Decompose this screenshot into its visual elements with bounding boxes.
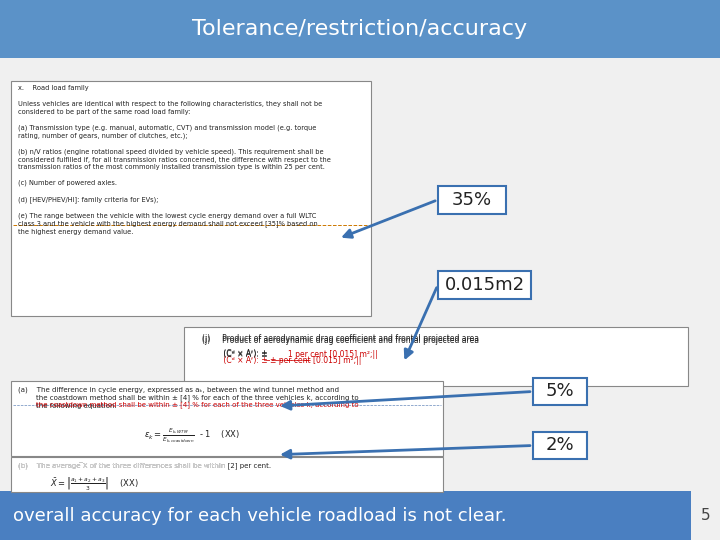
Text: x.    Road load family

Unless vehicles are identical with respect to the follow: x. Road load family Unless vehicles are … (18, 85, 331, 235)
Text: 35%: 35% (452, 191, 492, 209)
FancyBboxPatch shape (438, 186, 506, 214)
Text: $\bar{X} = \left|\frac{a_1 + a_2 + a_3}{3}\right|$    (XX): $\bar{X} = \left|\frac{a_1 + a_2 + a_3}{… (50, 475, 139, 492)
Text: (j)     Product of aerodynamic drag coefficient and frontal projected area: (j) Product of aerodynamic drag coeffici… (202, 334, 479, 343)
Text: 2%: 2% (546, 436, 574, 455)
Text: (b)    The average ̅X of the three differences shall be within: (b) The average ̅X of the three differen… (18, 463, 228, 470)
Text: (Cᵈ × Aᶠ): ± ̶±̶ ̶p̶e̶r̶ ̶c̶e̶n̶t̶ [0.015] m²;||: (Cᵈ × Aᶠ): ± ̶±̶ ̶p̶e̶r̶ ̶c̶e̶n̶t̶ [0.01… (202, 356, 361, 365)
Text: (j)     Product of aerodynamic drag coefficient and frontal projected area
     : (j) Product of aerodynamic drag coeffici… (202, 336, 479, 358)
Text: the coastdown method shall be within ± [4] % for each of the three vehicles k, a: the coastdown method shall be within ± [… (18, 401, 359, 408)
FancyBboxPatch shape (11, 457, 443, 492)
Text: 1 per cent [0.015] m²;||: 1 per cent [0.015] m²;|| (288, 350, 378, 360)
Text: (a)    The difference in cycle energy, expressed as aₖ, between the wind tunnel : (a) The difference in cycle energy, expr… (18, 386, 359, 409)
FancyBboxPatch shape (184, 327, 688, 386)
FancyBboxPatch shape (533, 378, 587, 405)
Text: 5: 5 (701, 508, 711, 523)
FancyBboxPatch shape (438, 271, 531, 299)
FancyBboxPatch shape (11, 81, 371, 316)
FancyBboxPatch shape (0, 491, 691, 540)
FancyBboxPatch shape (11, 381, 443, 456)
Text: Tolerance/restriction/accuracy: Tolerance/restriction/accuracy (192, 19, 528, 39)
Text: (Cᵈ × Aᶠ): ±: (Cᵈ × Aᶠ): ± (202, 350, 269, 360)
Text: 0.015m2: 0.015m2 (444, 276, 525, 294)
FancyBboxPatch shape (0, 0, 720, 58)
Text: overall accuracy for each vehicle roadload is not clear.: overall accuracy for each vehicle roadlo… (13, 507, 507, 525)
Text: (b)    The average ̅X of the three differences shall be within [2] per cent.: (b) The average ̅X of the three differen… (18, 463, 271, 470)
FancyBboxPatch shape (533, 432, 587, 459)
Text: 5%: 5% (546, 382, 574, 401)
Text: $\varepsilon_k = \frac{E_{k,WTM}}{E_{k,coastdown}}$  - 1    (XX): $\varepsilon_k = \frac{E_{k,WTM}}{E_{k,c… (144, 427, 240, 445)
